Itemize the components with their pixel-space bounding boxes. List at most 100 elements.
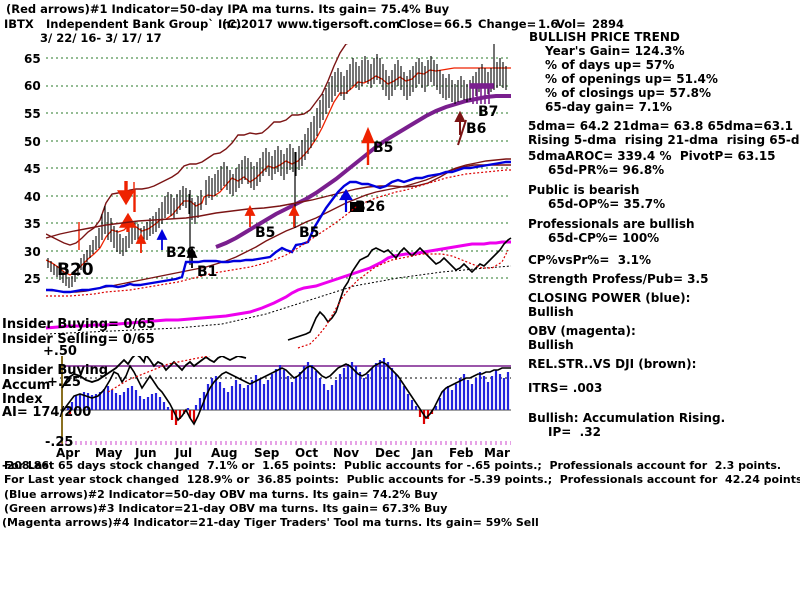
obv-value: Bullish	[528, 338, 574, 352]
date-range: 3/ 22/ 16- 3/ 17/ 17	[40, 31, 162, 45]
closing-power-line	[46, 160, 511, 294]
close-value: 66.5	[444, 17, 473, 31]
red-up-arrow-b5-3	[361, 126, 375, 165]
accum-index-value: AI= 174/200	[2, 405, 92, 420]
volume-label: Vol=	[556, 17, 586, 31]
x-tick-sep: Sep	[254, 446, 280, 460]
pct-days-up: % of days up= 57%	[545, 58, 675, 72]
obv-line	[45, 240, 511, 330]
x-tick-apr: Apr	[56, 446, 80, 460]
red-up-arrow-b5-2	[288, 204, 300, 227]
x-tick-aug: Aug	[211, 446, 238, 460]
y-tick-25: 25	[24, 272, 41, 286]
y-tick-40: 40	[24, 190, 41, 204]
obv-label: OBV (magenta):	[528, 324, 636, 338]
annotation-b26: B26	[166, 245, 197, 261]
aroc-line: 5dmaAROC= 339.4 % PivotP= 63.15	[528, 149, 776, 163]
pr-line: 65d-PR%= 96.8%	[548, 163, 665, 177]
footer-line-2: For Last year stock changed 128.9% or 36…	[4, 473, 800, 486]
overlap-axis-value: -208.86	[2, 459, 50, 472]
red-down-arrow-1	[116, 181, 136, 206]
trend-title: BULLISH PRICE TREND	[529, 30, 680, 44]
footer-line-5: (Magenta arrows)#4 Indicator=21-day Tige…	[2, 516, 539, 529]
op-line: 65d-OP%= 35.7%	[548, 197, 666, 211]
tiger-traders-tool-line	[287, 237, 512, 341]
relative-strength-line	[45, 164, 511, 239]
annotation-b5-1: B5	[255, 225, 276, 241]
annotation-b6: B6	[466, 121, 487, 137]
x-tick-jul: Jul	[175, 446, 193, 460]
y-tick-55: 55	[24, 107, 41, 121]
obv-trend-dotted	[45, 265, 512, 335]
accum-tick-minus25: -.25	[45, 435, 74, 450]
annotation-b7: B7	[478, 104, 499, 120]
price-bars	[47, 44, 507, 288]
blue-up-arrow-b26	[156, 228, 168, 250]
day65-gain: 65-day gain= 7.1%	[545, 100, 672, 114]
y-tick-35: 35	[24, 217, 41, 231]
accum-tick-plus25: +.25	[47, 375, 81, 390]
x-tick-jun: Jun	[135, 446, 157, 460]
x-tick-dec: Dec	[375, 446, 401, 460]
annotation-b26-upper: B26	[355, 199, 386, 215]
red-up-arrow-b20	[135, 232, 147, 253]
itrs-line: ITRS= .003	[528, 381, 603, 395]
years-gain: Year's Gain= 124.3%	[545, 44, 685, 58]
closing-power-label: CLOSING POWER (blue):	[528, 291, 691, 305]
obv-ma-dotted	[297, 249, 509, 349]
footer-line-4: (Green arrows)#3 Indicator=21-day OBV ma…	[4, 502, 448, 515]
y-tick-50: 50	[24, 135, 41, 149]
footer-line-1: For Last 65 days stock changed 7.1% or 1…	[4, 459, 782, 472]
insider-buying-label: Insider Buying= 0/65	[2, 317, 156, 332]
ticker-symbol: IBTX	[4, 17, 34, 31]
footer-line-3: (Blue arrows)#2 Indicator=50-day OBV ma …	[4, 488, 438, 501]
x-tick-jan: Jan	[412, 446, 434, 460]
annotation-b1: B1	[197, 264, 218, 280]
strength-line: Strength Profess/Pub= 3.5	[528, 272, 709, 286]
red-up-arrow-b5-1	[244, 204, 256, 227]
annotation-b20: B20	[57, 260, 94, 280]
magenta-down-arrow	[469, 83, 494, 104]
annotation-b5-2: B5	[299, 225, 320, 241]
accum-title-line2: Accum	[2, 378, 51, 393]
ma-fast-red	[46, 67, 511, 276]
accum-title-line1: Insider Buying	[2, 363, 108, 378]
accum-index-bars-negative	[68, 410, 434, 425]
accum-index-bars	[61, 356, 511, 426]
copyright-text: (C)2017 www.tigersoft.com	[222, 17, 400, 31]
cp-vs-pr: CP%vsPr%= 3.1%	[528, 253, 652, 267]
red-up-arrow-b6	[454, 110, 466, 135]
y-tick-45: 45	[24, 162, 41, 176]
blue-up-arrow-b26-upper	[339, 188, 353, 212]
x-tick-feb: Feb	[449, 446, 474, 460]
accum-tick-plus50: +.50	[43, 344, 77, 359]
x-tick-oct: Oct	[295, 446, 319, 460]
y-tick-30: 30	[24, 245, 41, 259]
red-up-arrow-price-1	[118, 212, 138, 232]
insider-selling-label: Insider Selling= 0/65	[2, 332, 155, 347]
annotation-b5-3: B5	[373, 140, 394, 156]
public-sentiment: Public is bearish	[528, 183, 640, 197]
professional-sentiment: Professionals are bullish	[528, 217, 695, 231]
ma-65-day-purple	[215, 94, 511, 249]
y-tick-65: 65	[24, 52, 41, 66]
ip-line: IP= .32	[548, 425, 601, 439]
relative-strength-label: REL.STR..VS DJI (brown):	[528, 357, 697, 371]
x-tick-mar: Mar	[484, 446, 510, 460]
closing-power-value: Bullish	[528, 305, 574, 319]
x-tick-may: May	[95, 446, 123, 460]
volume-value: 2894	[592, 17, 625, 31]
accum-index-ma-line	[61, 361, 511, 426]
closing-power-ma-dotted	[46, 169, 511, 297]
close-label: Close=	[398, 17, 443, 31]
cp-line: 65d-CP%= 100%	[548, 231, 660, 245]
dma-line: 5dma= 64.2 21dma= 63.8 65dma=63.1	[528, 119, 794, 133]
indicator-1-line: (Red arrows)#1 Indicator=50-day IPA ma t…	[6, 2, 450, 16]
accum-index-dotted-trend	[107, 356, 212, 393]
company-name: Independent Bank Group` Inc.	[46, 17, 242, 31]
x-tick-nov: Nov	[333, 446, 360, 460]
pct-openings-up: % of openings up= 51.4%	[545, 72, 718, 86]
change-label: Change=	[478, 17, 537, 31]
